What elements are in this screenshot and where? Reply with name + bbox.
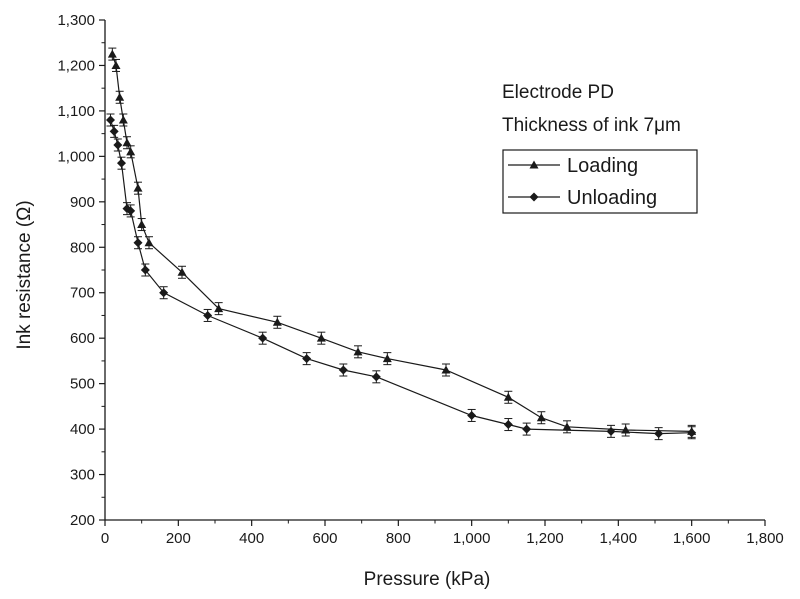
series-unloading bbox=[106, 113, 697, 441]
legend-box bbox=[502, 149, 698, 214]
data-point-loading bbox=[115, 92, 125, 101]
legend-marker-unloading bbox=[529, 192, 539, 202]
y-tick-label: 1,100 bbox=[57, 103, 95, 120]
data-point-unloading bbox=[203, 310, 213, 320]
data-point-loading bbox=[536, 413, 546, 422]
data-point-unloading bbox=[302, 354, 312, 364]
data-point-loading bbox=[214, 304, 224, 313]
legend-label-unloading: Unloading bbox=[567, 187, 657, 209]
x-tick-label: 1,600 bbox=[673, 530, 711, 547]
legend-marker-loading bbox=[529, 160, 539, 169]
x-tick-label: 1,400 bbox=[600, 530, 638, 547]
y-tick-label: 900 bbox=[70, 194, 95, 211]
x-tick-label: 400 bbox=[239, 530, 264, 547]
x-tick-label: 600 bbox=[312, 530, 337, 547]
data-point-loading bbox=[122, 138, 132, 147]
y-ticks: 200 300 400 500 600 700 800 900 1,000 1,100 1,200 1… bbox=[57, 12, 105, 529]
data-point-loading bbox=[177, 267, 187, 276]
series-loading bbox=[107, 47, 697, 438]
y-tick-label: 1,200 bbox=[57, 57, 95, 74]
legend: Loading Unloading bbox=[502, 149, 698, 214]
data-point-unloading bbox=[371, 372, 381, 382]
x-tick-label: 1,200 bbox=[526, 530, 564, 547]
data-point-unloading bbox=[503, 420, 513, 430]
axes: 0 200 400 600 800 1,000 1,200 1,400 1,600 1,800 2… bbox=[57, 12, 783, 547]
legend-label-loading: Loading bbox=[567, 155, 638, 177]
annotation-electrode: Electrode PD bbox=[502, 82, 614, 103]
data-point-unloading bbox=[522, 424, 532, 434]
data-point-loading bbox=[126, 147, 136, 156]
data-point-loading bbox=[272, 317, 282, 326]
data-point-loading bbox=[441, 365, 451, 374]
data-point-unloading bbox=[338, 365, 348, 375]
y-tick-label: 400 bbox=[70, 421, 95, 438]
y-tick-label: 700 bbox=[70, 285, 95, 302]
data-point-loading bbox=[144, 238, 154, 247]
y-tick-label: 600 bbox=[70, 330, 95, 347]
data-point-unloading bbox=[467, 410, 477, 420]
data-point-loading bbox=[133, 183, 143, 192]
data-point-unloading bbox=[140, 265, 150, 275]
annotation-thickness: Thickness of ink 7μm bbox=[502, 115, 681, 136]
annotations: Electrode PD Thickness of ink 7μm bbox=[502, 82, 681, 136]
x-tick-label: 1,800 bbox=[746, 530, 784, 547]
series-layer bbox=[106, 47, 697, 441]
data-point-unloading bbox=[654, 429, 664, 439]
y-tick-label: 500 bbox=[70, 376, 95, 393]
series-line-loading bbox=[111, 53, 692, 432]
data-point-loading bbox=[137, 220, 147, 229]
x-ticks: 0 200 400 600 800 1,000 1,200 1,400 1,600 1,800 bbox=[101, 520, 784, 547]
data-point-loading bbox=[316, 333, 326, 342]
y-tick-label: 200 bbox=[70, 512, 95, 529]
x-tick-label: 1,000 bbox=[453, 530, 491, 547]
data-point-unloading bbox=[126, 206, 136, 216]
data-point-unloading bbox=[133, 238, 143, 248]
data-point-unloading bbox=[258, 333, 268, 343]
x-tick-label: 800 bbox=[386, 530, 411, 547]
data-point-unloading bbox=[117, 158, 126, 168]
data-point-unloading bbox=[113, 140, 123, 150]
x-tick-label: 200 bbox=[166, 530, 191, 547]
y-tick-label: 300 bbox=[70, 467, 95, 484]
data-point-unloading bbox=[687, 428, 697, 438]
data-point-loading bbox=[118, 115, 128, 124]
data-point-unloading bbox=[159, 288, 169, 298]
data-point-loading bbox=[382, 354, 392, 363]
y-tick-label: 800 bbox=[70, 239, 95, 256]
y-tick-label: 1,000 bbox=[57, 148, 95, 165]
data-point-loading bbox=[107, 49, 117, 58]
data-point-loading bbox=[353, 347, 363, 356]
y-tick-label: 1,300 bbox=[57, 12, 95, 29]
data-point-loading bbox=[562, 422, 572, 431]
data-point-loading bbox=[111, 60, 121, 69]
x-axis-title: Pressure (kPa) bbox=[364, 569, 491, 590]
data-point-unloading bbox=[606, 426, 616, 436]
y-axis-title: Ink resistance (Ω) bbox=[14, 200, 35, 349]
x-tick-label: 0 bbox=[101, 530, 109, 547]
data-point-unloading bbox=[109, 126, 119, 136]
data-point-loading bbox=[503, 392, 513, 401]
data-point-unloading bbox=[106, 115, 115, 125]
